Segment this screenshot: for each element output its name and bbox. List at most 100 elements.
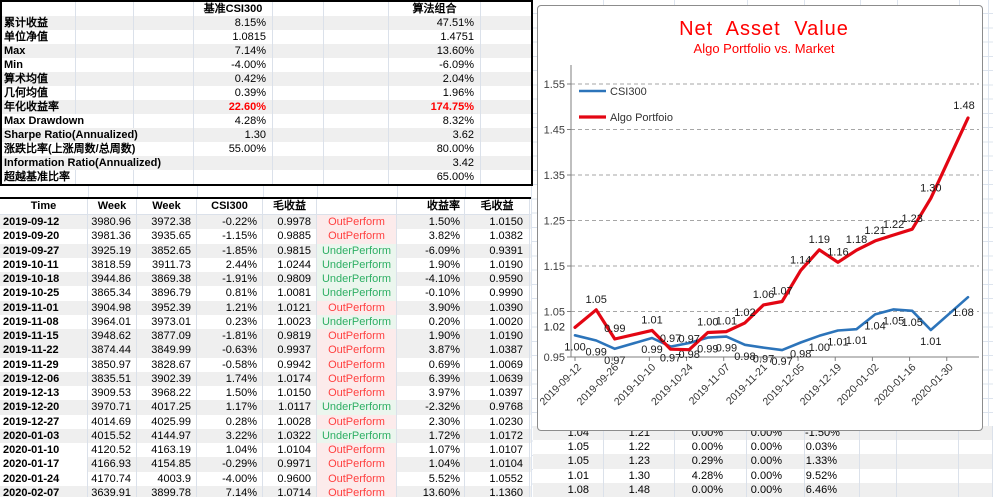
algo-gross-cell[interactable]: 0.9590 <box>465 272 530 287</box>
cell[interactable] <box>76 16 134 30</box>
cell[interactable] <box>273 44 324 58</box>
algo-return-cell[interactable]: -2.32% <box>397 400 465 415</box>
close-cell[interactable]: 4144.97 <box>137 428 197 443</box>
csi-return-cell[interactable]: -0.29% <box>197 457 263 472</box>
cell[interactable] <box>273 30 324 44</box>
perform-cell[interactable]: OutPerform <box>317 414 397 429</box>
cell[interactable] <box>273 170 324 184</box>
algo-gross-cell[interactable]: 1.0382 <box>465 229 530 244</box>
cell[interactable] <box>273 86 324 100</box>
stats-row[interactable]: Sharpe Ratio(Annualized) 1.30 3.62 <box>2 128 531 142</box>
cell[interactable] <box>2 58 76 72</box>
cell[interactable] <box>481 2 531 16</box>
stats-algo-value[interactable]: 2.04% <box>389 72 481 86</box>
perform-cell[interactable]: OutPerform <box>317 300 397 315</box>
cell[interactable] <box>481 16 531 30</box>
cell[interactable] <box>2 170 76 184</box>
algo-gross-cell[interactable]: 1.0069 <box>465 357 530 372</box>
series-csi300[interactable]: 1.00 0.990.970.990.970.980.990.990.980.97… <box>564 295 974 368</box>
spread-cell[interactable]: 1.33% <box>805 454 860 469</box>
cell[interactable] <box>481 114 531 128</box>
weekly-row[interactable]: 2019-09-27 3925.19 3852.65 -1.85% 0.9815 Unde… <box>0 243 531 258</box>
stats-label[interactable]: 几何均值 <box>4 86 51 100</box>
open-cell[interactable]: 4015.52 <box>88 428 137 443</box>
date-cell[interactable]: 2019-11-01 <box>0 300 88 315</box>
csi-return-cell[interactable]: 1.50% <box>197 386 263 401</box>
csi-return-cell[interactable]: -4.00% <box>197 471 263 486</box>
algo-return-cell[interactable]: 1.72% <box>397 428 465 443</box>
algo-return-cell[interactable]: 1.50% <box>397 215 465 230</box>
date-cell[interactable]: 2019-09-20 <box>0 229 88 244</box>
open-cell[interactable]: 3639.91 <box>88 485 137 497</box>
weekly-row[interactable]: 2019-12-20 3970.71 4017.25 1.17% 1.0117 Under… <box>0 400 531 415</box>
close-cell[interactable]: 3828.67 <box>137 357 197 372</box>
gross-cell[interactable]: 1.0174 <box>263 371 317 386</box>
cell[interactable] <box>860 454 897 469</box>
cell[interactable] <box>481 86 531 100</box>
perform-cell[interactable]: UnderPerform <box>317 243 397 258</box>
benchmark-column-header[interactable]: 基准CSI300 <box>194 2 273 16</box>
weekly-row[interactable]: 2019-11-22 3874.44 3849.99 -0.63% 0.9937 OutP… <box>0 343 531 358</box>
csi300-header[interactable]: CSI300 <box>197 199 263 214</box>
cell[interactable] <box>324 16 389 30</box>
date-cell[interactable]: 2019-09-12 <box>0 215 88 230</box>
cell[interactable] <box>324 58 389 72</box>
weekly-row[interactable]: 2019-10-11 3818.59 3911.73 2.44% 1.0244 Under… <box>0 257 531 272</box>
csi-return-cell[interactable]: 1.17% <box>197 400 263 415</box>
cell[interactable] <box>134 16 194 30</box>
cell[interactable] <box>324 30 389 44</box>
algo-gross-cell[interactable]: 1.0104 <box>465 457 530 472</box>
stats-table[interactable]: 基准CSI300 算法组合 累计收益 8.15% 47.51% 单位净值 1.0815 1.4… <box>0 0 533 186</box>
gross-cell[interactable]: 1.0121 <box>263 300 317 315</box>
cell[interactable] <box>273 72 324 86</box>
algo-return-cell[interactable]: -0.10% <box>397 286 465 301</box>
algo-return-cell[interactable]: 1.90% <box>397 257 465 272</box>
csi-return-cell[interactable]: -0.63% <box>197 343 263 358</box>
extension-row[interactable]: 1.01 1.30 4.28% 0.00% 9.52% <box>533 468 993 483</box>
cell[interactable] <box>959 482 993 497</box>
weekly-row[interactable]: 2019-09-20 3981.36 3935.65 -1.15% 0.9885 OutP… <box>0 229 531 244</box>
gross-cell[interactable]: 0.9815 <box>263 243 317 258</box>
csi-return-cell[interactable]: -1.81% <box>197 329 263 344</box>
close-cell[interactable]: 3968.22 <box>137 386 197 401</box>
csi-return-cell[interactable]: 2.44% <box>197 257 263 272</box>
cell[interactable] <box>481 170 531 184</box>
algo-gross-cell[interactable]: 1.0387 <box>465 343 530 358</box>
algo-drawdown-cell[interactable]: 0.00% <box>747 482 805 497</box>
algo-cum-cell[interactable]: 1.48 <box>604 482 675 497</box>
date-cell[interactable]: 2019-11-22 <box>0 343 88 358</box>
cell[interactable] <box>2 100 76 114</box>
open-cell[interactable]: 3850.97 <box>88 357 137 372</box>
open-cell[interactable]: 4014.69 <box>88 414 137 429</box>
stats-row[interactable]: 涨跌比率(上涨周数/总周数) 55.00% 80.00% <box>2 142 531 156</box>
cell[interactable] <box>273 128 324 142</box>
weekly-row[interactable]: 2019-11-08 3964.01 3973.01 0.23% 1.0023 Under… <box>0 314 531 329</box>
cell[interactable] <box>134 30 194 44</box>
csi-return-cell[interactable]: 0.23% <box>197 314 263 329</box>
date-cell[interactable]: 2019-12-20 <box>0 400 88 415</box>
algo-gross-cell[interactable]: 1.0639 <box>465 371 530 386</box>
algo-cum-cell[interactable]: 1.22 <box>604 440 675 455</box>
csi-return-cell[interactable]: 1.04% <box>197 443 263 458</box>
algo-cum-cell[interactable]: 1.30 <box>604 468 675 483</box>
cell[interactable] <box>273 156 324 170</box>
stats-label[interactable]: Max <box>4 44 29 58</box>
algo-return-cell[interactable]: 2.30% <box>397 414 465 429</box>
cell[interactable] <box>324 44 389 58</box>
csi-return-cell[interactable]: -1.15% <box>197 229 263 244</box>
cell[interactable] <box>860 425 897 440</box>
cell[interactable] <box>134 156 194 170</box>
open-cell[interactable]: 3874.44 <box>88 343 137 358</box>
csi-return-cell[interactable]: 1.74% <box>197 371 263 386</box>
date-cell[interactable]: 2019-12-06 <box>0 371 88 386</box>
extension-row[interactable]: 1.05 1.22 0.00% 0.00% 0.03% <box>533 440 993 455</box>
perform-cell[interactable]: OutPerform <box>317 457 397 472</box>
stats-benchmark-value[interactable]: 4.28% <box>194 114 273 128</box>
spread-cell[interactable]: 0.03% <box>805 440 860 455</box>
open-cell[interactable]: 3981.36 <box>88 229 137 244</box>
stats-algo-value[interactable]: 65.00% <box>389 170 481 184</box>
open-cell[interactable]: 3865.34 <box>88 286 137 301</box>
date-cell[interactable]: 2020-02-07 <box>0 485 88 497</box>
time-header[interactable]: Time <box>0 199 88 214</box>
open-cell[interactable]: 3925.19 <box>88 243 137 258</box>
